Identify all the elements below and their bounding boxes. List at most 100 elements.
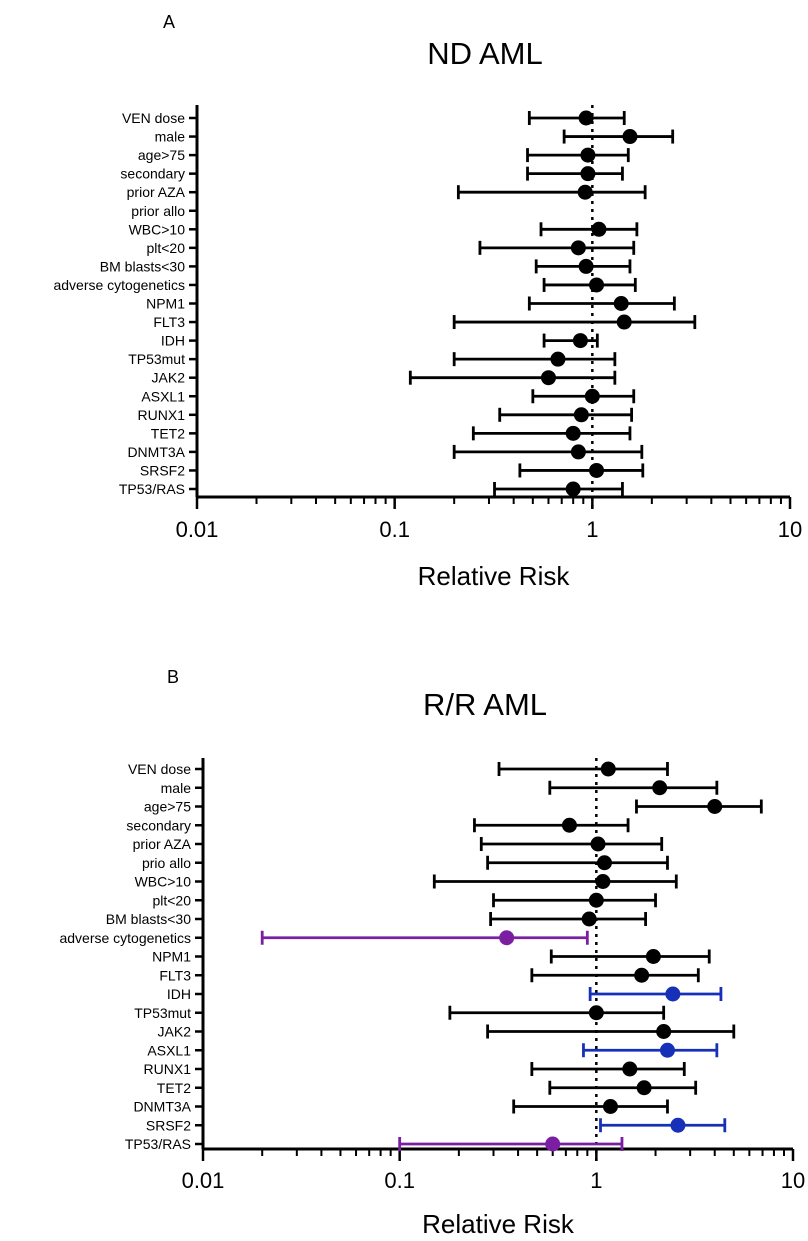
category-label: male (161, 780, 192, 796)
estimate-point (580, 166, 596, 182)
x-axis-label: Relative Risk (422, 1209, 575, 1239)
estimate-point (665, 986, 681, 1002)
x-axis-label: Relative Risk (418, 561, 571, 591)
category-label: IDH (161, 333, 185, 349)
category-label: FLT3 (159, 967, 191, 983)
estimate-point (595, 874, 611, 889)
x-tick-label: 0.01 (182, 1168, 225, 1193)
category-label: IDH (167, 986, 191, 1002)
category-label: JAK2 (158, 1024, 192, 1040)
category-label: RUNX1 (144, 1061, 192, 1077)
estimate-point (670, 1117, 686, 1133)
category-label: WBC>10 (129, 221, 186, 237)
estimate-point (589, 277, 605, 293)
category-label: TET2 (151, 425, 185, 441)
category-label: prio allo (142, 855, 191, 871)
estimate-point (577, 184, 593, 200)
estimate-point (613, 296, 629, 311)
estimate-point (602, 1099, 618, 1114)
estimate-point (565, 425, 581, 441)
estimate-point (584, 388, 600, 404)
category-label: age>75 (138, 147, 185, 163)
category-label: adverse cytogenetics (53, 277, 185, 293)
category-label: TP53mut (134, 1005, 191, 1021)
estimate-point (590, 836, 606, 852)
estimate-point (652, 780, 668, 796)
estimate-point (589, 462, 605, 478)
estimate-point (588, 1005, 604, 1021)
estimate-point (580, 147, 596, 163)
x-tick-label: 1 (590, 1168, 602, 1193)
estimate-point (545, 1136, 561, 1152)
estimate-point (578, 258, 594, 274)
x-tick-label: 10 (781, 1168, 805, 1193)
estimate-point (550, 351, 566, 367)
category-label: VEN dose (128, 761, 191, 777)
estimate-point (596, 855, 612, 871)
category-label: TP53/RAS (119, 481, 185, 497)
estimate-point (600, 761, 616, 777)
category-label: VEN dose (122, 110, 185, 126)
category-label: DNMT3A (127, 444, 185, 460)
category-label: secondary (120, 166, 185, 182)
estimate-point (707, 799, 723, 814)
estimate-point (645, 949, 661, 964)
category-label: TET2 (157, 1080, 191, 1096)
estimate-point (581, 911, 597, 927)
panel-a: A ND AML 0.01 0.1 1 10 Relative Risk VEN dose ma… (53, 12, 802, 591)
estimate-point (636, 1080, 652, 1096)
estimate-point (634, 967, 650, 983)
category-label: secondary (126, 817, 191, 833)
panel-b: B R/R AML 0.01 0.1 1 10 Relative Risk VEN dose m… (59, 667, 805, 1239)
estimate-point (499, 930, 515, 946)
estimate-point (622, 129, 638, 145)
category-label: DNMT3A (133, 1099, 191, 1115)
category-label: prior AZA (127, 184, 186, 200)
category-label: male (155, 129, 186, 145)
x-tick-label: 10 (778, 517, 802, 542)
category-label: JAK2 (152, 370, 186, 386)
x-tick-label: 0.1 (379, 517, 410, 542)
category-label: SRSF2 (140, 462, 185, 478)
estimate-point (573, 407, 589, 423)
chart-title: ND AML (427, 36, 542, 71)
category-label: WBC>10 (135, 874, 192, 890)
category-label: BM blasts<30 (100, 258, 185, 274)
category-label: SRSF2 (146, 1117, 191, 1133)
panel-letter: A (163, 12, 175, 32)
estimate-point (591, 221, 607, 237)
category-label: RUNX1 (138, 407, 186, 423)
x-tick-label: 0.1 (384, 1168, 415, 1193)
estimate-point (565, 481, 581, 497)
estimate-point (659, 1042, 675, 1058)
category-label: prior AZA (133, 836, 192, 852)
x-tick-label: 1 (586, 517, 598, 542)
estimate-point (570, 240, 586, 256)
estimate-point (622, 1061, 638, 1077)
category-label: age>75 (144, 799, 191, 815)
category-label: FLT3 (153, 314, 185, 330)
category-label: adverse cytogenetics (59, 930, 191, 946)
estimate-point (561, 817, 577, 833)
category-label: prior allo (131, 203, 185, 219)
estimate-point (588, 892, 604, 908)
estimate-point (540, 370, 556, 386)
estimate-point (570, 444, 586, 460)
category-label: BM blasts<30 (106, 911, 191, 927)
panel-letter: B (167, 667, 179, 687)
category-label: plt<20 (152, 892, 191, 908)
category-label: plt<20 (146, 240, 185, 256)
estimate-point (578, 110, 594, 126)
x-tick-label: 0.01 (176, 517, 219, 542)
category-label: ASXL1 (147, 1042, 191, 1058)
chart-title: R/R AML (423, 687, 547, 722)
category-label: ASXL1 (141, 388, 185, 404)
category-label: NPM1 (146, 296, 185, 312)
estimate-point (616, 314, 632, 330)
estimate-point (656, 1024, 672, 1039)
category-label: TP53/RAS (125, 1136, 191, 1152)
category-label: TP53mut (128, 351, 185, 367)
category-label: NPM1 (152, 949, 191, 965)
estimate-point (572, 333, 588, 349)
